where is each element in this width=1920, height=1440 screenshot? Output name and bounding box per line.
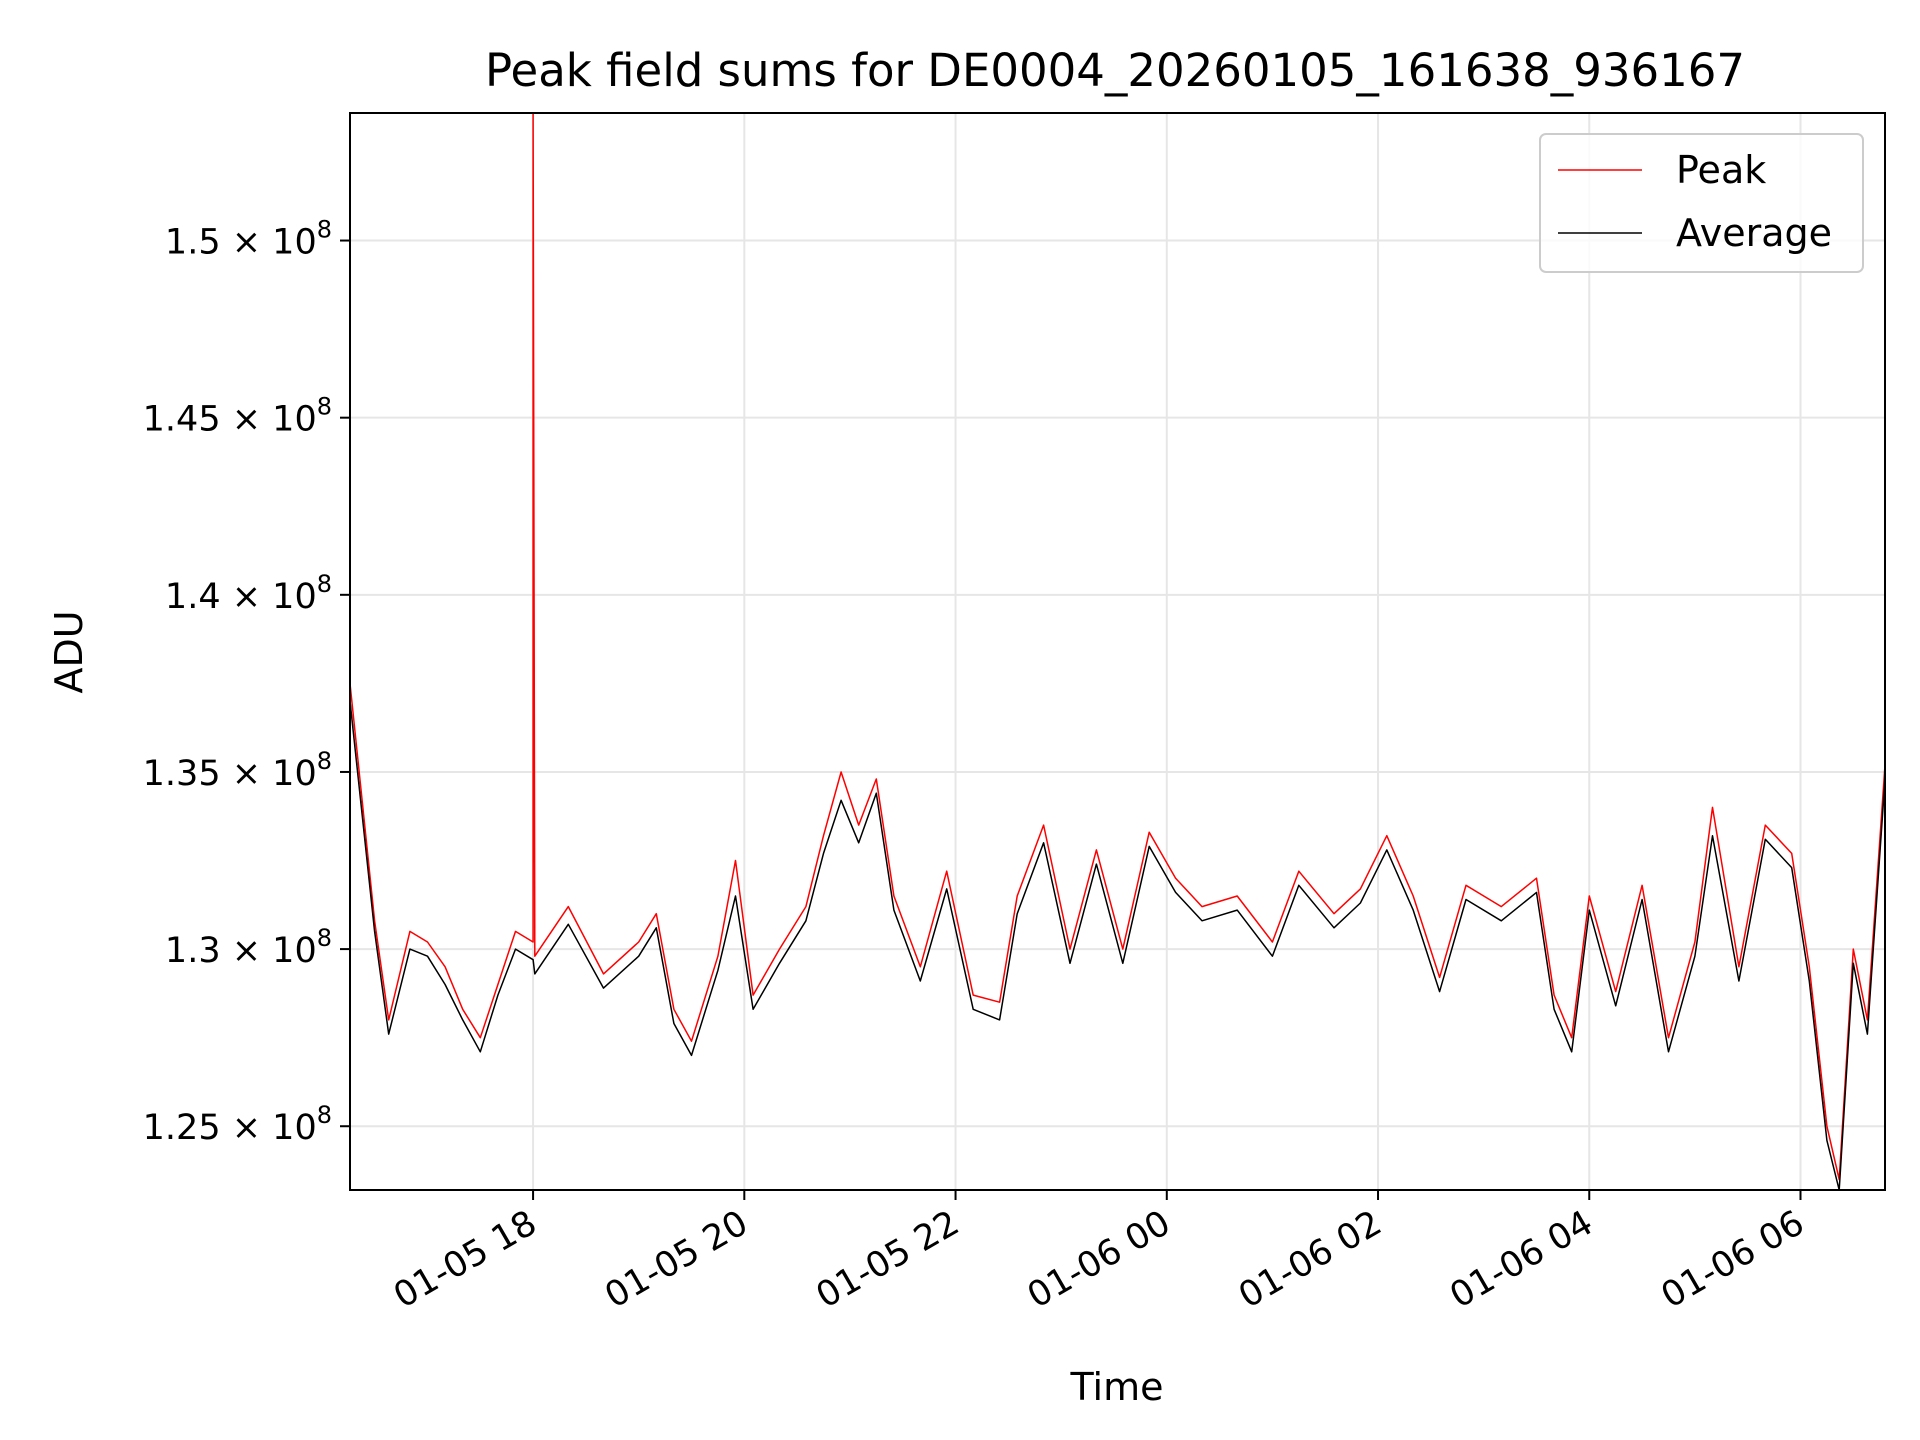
y-tick-label: 1.5 × 108 [165,216,332,263]
y-tick-label: 1.35 × 108 [143,747,332,794]
y-tick-mantissa: 1.3 [165,931,221,971]
y-tick-times: × 10 [221,577,317,617]
y-tick-times: × 10 [221,400,317,440]
y-tick-exponent: 8 [317,570,332,598]
plot-frame [349,112,1886,1191]
series-line-average [349,701,1886,1191]
grid [350,113,1885,1190]
y-tick-times: × 10 [221,754,317,794]
legend: Peak Average [1539,133,1864,273]
y-tick-exponent: 8 [317,393,332,421]
y-tick-exponent: 8 [317,747,332,775]
y-tick-label: 1.25 × 108 [143,1101,332,1148]
y-tick-exponent: 8 [317,1101,332,1129]
y-tick-mantissa: 1.25 [143,1108,221,1148]
y-tick-label: 1.45 × 108 [143,393,332,440]
y-tick-mantissa: 1.35 [143,754,221,794]
y-tick-mantissa: 1.5 [165,223,221,263]
chart-title: Peak field sums for DE0004_20260105_1616… [485,44,1745,97]
legend-box [1539,133,1864,273]
y-tick-label: 1.3 × 108 [165,924,332,971]
y-tick-times: × 10 [221,1108,317,1148]
y-axis-label: ADU [47,610,91,693]
legend-label-peak: Peak [1676,148,1766,192]
y-tick-label: 1.4 × 108 [165,570,332,617]
y-tick-times: × 10 [221,223,317,263]
y-tick-times: × 10 [221,931,317,971]
series-line-peak [349,112,1886,1181]
y-tick-exponent: 8 [317,216,332,244]
series-layer [349,112,1886,1191]
x-axis-label: Time [1070,1365,1164,1409]
y-tick-mantissa: 1.4 [165,577,221,617]
legend-label-average: Average [1676,211,1832,255]
y-tick-exponent: 8 [317,924,332,952]
y-tick-mantissa: 1.45 [143,400,221,440]
